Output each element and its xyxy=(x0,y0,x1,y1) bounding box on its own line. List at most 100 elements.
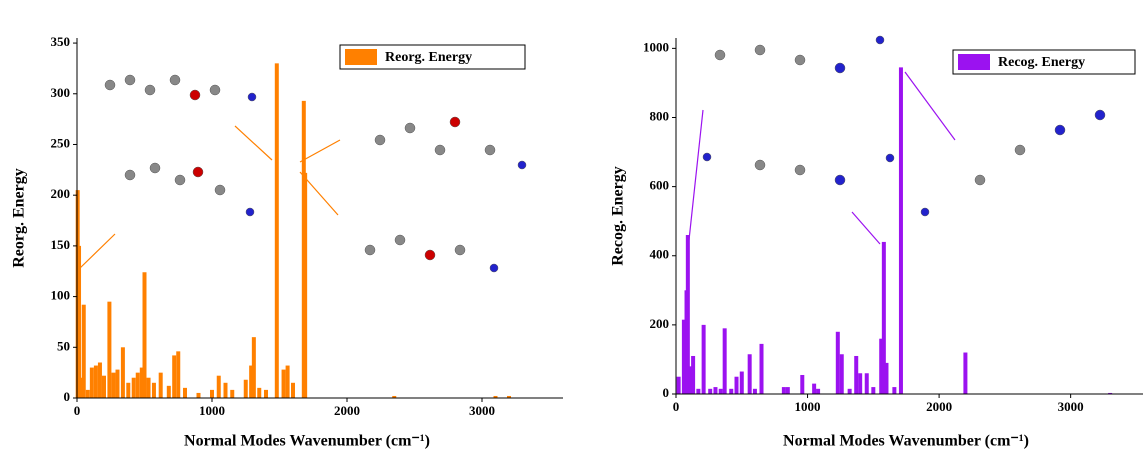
bar xyxy=(677,377,681,394)
bar xyxy=(836,332,840,394)
bar xyxy=(197,393,201,398)
arrows xyxy=(78,72,955,270)
bar xyxy=(210,390,214,398)
bar xyxy=(282,370,286,398)
bar xyxy=(183,388,187,398)
bar xyxy=(782,387,786,394)
bar xyxy=(257,388,261,398)
y-axis-title: Recog. Energy xyxy=(610,166,627,266)
x-tick-label: 1000 xyxy=(795,399,821,414)
bar xyxy=(740,372,744,394)
y-tick-label: 600 xyxy=(650,178,670,193)
bar xyxy=(159,373,163,398)
bar xyxy=(854,356,858,394)
bar xyxy=(858,373,862,394)
bar xyxy=(286,366,290,398)
bar xyxy=(126,383,130,398)
y-tick-label: 50 xyxy=(57,338,70,353)
legend: Reorg. Energy xyxy=(340,45,525,69)
y-tick-label: 350 xyxy=(51,34,71,49)
bar xyxy=(963,353,967,394)
y-tick-label: 0 xyxy=(64,389,71,404)
y-tick-label: 250 xyxy=(51,135,71,150)
bar xyxy=(116,370,120,398)
bar xyxy=(264,390,268,398)
x-axis-title: Normal Modes Wavenumber (cm⁻¹) xyxy=(184,433,430,450)
bar xyxy=(224,383,228,398)
y-tick-label: 150 xyxy=(51,237,71,252)
bar xyxy=(230,390,234,398)
x-tick-label: 1000 xyxy=(199,403,225,418)
bar xyxy=(786,387,790,394)
bar xyxy=(143,272,147,398)
bar xyxy=(121,347,125,398)
bar xyxy=(723,328,727,394)
bar xyxy=(132,378,136,398)
bar xyxy=(865,373,869,394)
bar xyxy=(729,389,733,394)
bar xyxy=(696,389,700,394)
chart: 0 200 400 600 800 1000 0 1000 2000 3000 Normal Mod… xyxy=(610,38,1143,450)
y-tick-label: 200 xyxy=(650,316,670,331)
bar xyxy=(840,354,844,394)
bar xyxy=(107,302,111,398)
bar xyxy=(753,389,757,394)
bar xyxy=(812,384,816,394)
bar xyxy=(816,389,820,394)
y-axis-title: Reorg. Energy xyxy=(11,168,28,268)
y-tick-label: 100 xyxy=(51,288,71,303)
bar xyxy=(892,387,896,394)
bar xyxy=(176,351,180,398)
bar xyxy=(102,376,106,398)
y-tick-label: 200 xyxy=(51,186,71,201)
bar xyxy=(86,390,90,398)
bar xyxy=(172,355,176,398)
bar xyxy=(735,377,739,394)
bar xyxy=(748,354,752,394)
bar xyxy=(77,246,81,398)
x-tick-label: 3000 xyxy=(469,403,495,418)
y-tick-label: 0 xyxy=(663,385,670,400)
bar xyxy=(82,305,86,398)
y-tick-label: 300 xyxy=(51,85,71,100)
bar xyxy=(760,344,764,394)
y-tick-label: 1000 xyxy=(643,39,669,54)
legend-label: Recog. Energy xyxy=(998,55,1085,70)
bar xyxy=(884,363,888,394)
legend-swatch xyxy=(345,49,377,65)
y-tick-label: 400 xyxy=(650,247,670,262)
bar xyxy=(94,366,98,398)
x-tick-label: 2000 xyxy=(334,403,360,418)
x-tick-label: 0 xyxy=(673,399,680,414)
bar xyxy=(713,387,717,394)
legend-swatch xyxy=(958,54,990,70)
bar xyxy=(111,373,115,398)
bar xyxy=(691,356,695,394)
figure: 0501001502002503003500100020003000Normal… xyxy=(0,0,1143,460)
y-tick-label: 800 xyxy=(650,108,670,123)
bar xyxy=(303,173,307,398)
x-tick-label: 3000 xyxy=(1058,399,1084,414)
bar xyxy=(719,389,723,394)
bar xyxy=(244,380,248,398)
bar xyxy=(98,363,102,398)
bar xyxy=(708,389,712,394)
legend-label: Reorg. Energy xyxy=(385,50,472,65)
bar xyxy=(291,383,295,398)
bar xyxy=(702,325,706,394)
bar xyxy=(152,383,156,398)
bar xyxy=(90,368,94,398)
chart: 0 50 100 150 200 250 300 350 0 1000 2000 3000 Normal… xyxy=(11,34,563,450)
x-tick-label: 0 xyxy=(74,403,81,418)
legend: Recog. Energy xyxy=(953,50,1135,74)
bar xyxy=(275,63,279,398)
bar xyxy=(252,337,256,398)
x-tick-label: 2000 xyxy=(926,399,952,414)
x-axis-title: Normal Modes Wavenumber (cm⁻¹) xyxy=(783,433,1029,450)
bar xyxy=(899,67,903,394)
bar xyxy=(136,373,140,398)
bar xyxy=(147,378,151,398)
bar xyxy=(167,386,171,398)
bar xyxy=(871,387,875,394)
bar xyxy=(217,376,221,398)
